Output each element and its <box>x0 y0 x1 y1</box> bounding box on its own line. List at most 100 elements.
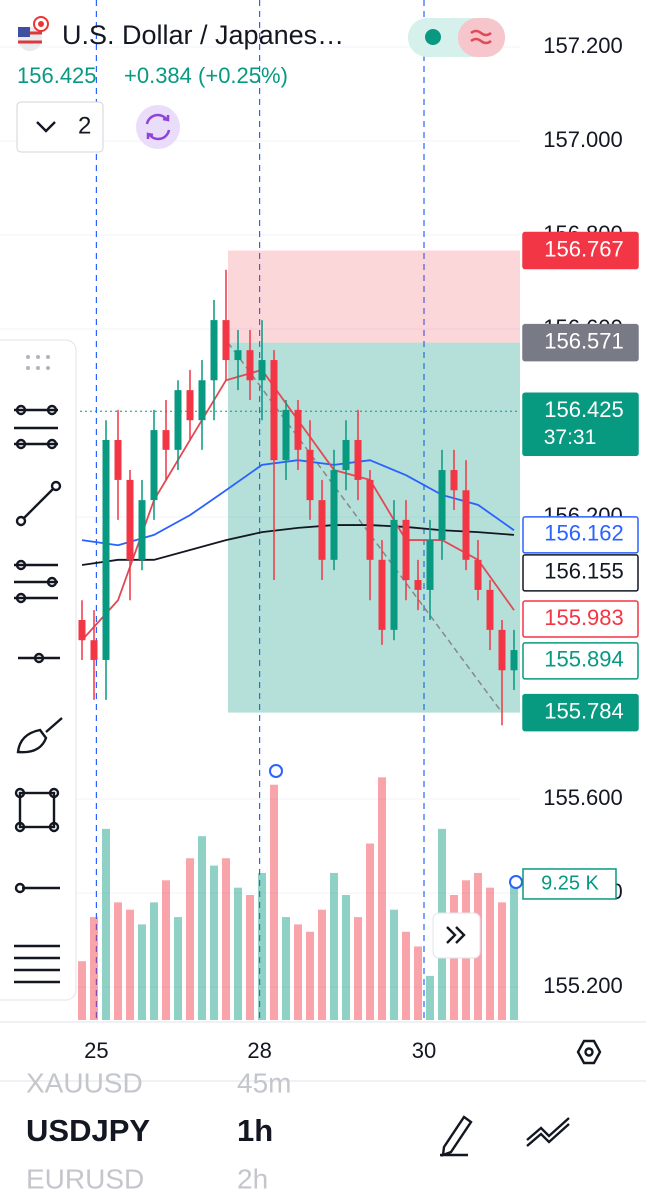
x-tick-label: 30 <box>412 1038 436 1063</box>
candle-body <box>402 519 410 581</box>
price-tag <box>522 323 639 362</box>
volume-bar <box>186 858 194 1020</box>
price-tag <box>522 516 639 554</box>
interval-option[interactable]: 45m <box>237 1067 291 1098</box>
chevron <box>36 121 56 133</box>
sync-button[interactable] <box>136 105 180 149</box>
stop-zone <box>228 250 520 343</box>
candle-body <box>486 589 494 630</box>
symbol-picker: XAUUSD 45m USDJPY 1h EURUSD 2h <box>26 1067 291 1194</box>
interval-option[interactable]: 2h <box>237 1163 268 1194</box>
scroll-to-latest[interactable] <box>432 912 481 959</box>
candle-body <box>282 409 290 461</box>
price-tag <box>522 554 639 592</box>
position-path <box>227 342 503 714</box>
volume-bar <box>174 917 182 1020</box>
toolbar-panel <box>0 339 77 1001</box>
flag-badge <box>38 21 44 27</box>
volume-bar <box>366 843 374 1020</box>
more-tools[interactable] <box>14 944 60 984</box>
candle-body <box>390 519 398 630</box>
volume-bar <box>318 909 326 1020</box>
price-tag <box>522 392 639 457</box>
symbol-option[interactable]: EURUSD <box>26 1163 144 1194</box>
volume-bar <box>270 784 278 1020</box>
candle-body <box>186 390 194 421</box>
candle-body <box>78 619 86 641</box>
volume-bar <box>294 924 302 1020</box>
volume-bar <box>390 909 398 1020</box>
horizontal-ray-tool[interactable] <box>14 882 60 894</box>
volume-bar <box>282 917 290 1020</box>
y-tick-label: 155.600 <box>543 785 623 810</box>
bar-countdown: 37:31 <box>544 426 597 449</box>
price-tag-label: 155.784 <box>544 698 624 723</box>
rectangle-tool[interactable] <box>14 787 60 833</box>
y-tick-label: 157.200 <box>543 33 623 58</box>
volume-tag-label: 9.25 K <box>541 872 599 894</box>
volume-bar <box>234 887 242 1020</box>
pitchfork-tool[interactable] <box>14 559 58 604</box>
candle-body <box>90 640 98 660</box>
candle-body <box>138 500 146 560</box>
draw-button[interactable] <box>440 1115 473 1157</box>
market-open-dot <box>425 29 441 45</box>
event-marker[interactable] <box>269 764 283 778</box>
x-tick-label: 25 <box>84 1038 108 1063</box>
volume-bar <box>222 858 230 1020</box>
volume-bar <box>402 931 410 1020</box>
volume-bar <box>378 777 386 1020</box>
wave-icon <box>470 29 492 45</box>
fib-tool[interactable] <box>14 404 58 450</box>
price-tag <box>522 600 639 638</box>
volume-bar <box>414 946 422 1020</box>
candle-body <box>174 390 182 450</box>
candle-body <box>294 409 302 450</box>
candle-body <box>210 320 218 381</box>
price-change: +0.384 (+0.25%) <box>124 63 288 88</box>
symbol-option[interactable]: XAUUSD <box>26 1067 143 1098</box>
candle-body <box>234 350 242 361</box>
candle-body <box>258 360 266 381</box>
trend-line-tool[interactable] <box>15 480 62 527</box>
volume-bar <box>486 887 494 1020</box>
volume-bar <box>510 883 518 1020</box>
status-pill-right[interactable] <box>458 18 505 57</box>
plot <box>0 0 520 1020</box>
interval-option[interactable]: 1h <box>237 1113 273 1148</box>
brush-tool[interactable] <box>16 717 63 754</box>
candle-body <box>378 559 386 630</box>
y-tick-label: 155.200 <box>543 973 623 998</box>
scroll-icon <box>446 926 466 944</box>
price-tag-label: 155.894 <box>544 647 624 672</box>
candle-body <box>426 540 434 590</box>
y-tick-label: 157.000 <box>543 127 623 152</box>
indicators-button[interactable] <box>526 1117 570 1147</box>
candle-body <box>474 559 482 590</box>
price-tag-label: 156.162 <box>544 521 624 546</box>
event-marker[interactable] <box>509 875 523 889</box>
volume-bar <box>342 895 350 1020</box>
layout-dropdown[interactable] <box>16 101 104 153</box>
volume-bar <box>306 931 314 1020</box>
price-tag <box>522 693 639 732</box>
volume-bar <box>258 872 266 1020</box>
settings-icon <box>584 1047 594 1057</box>
candle-body <box>126 479 134 560</box>
volume-bar <box>78 961 86 1020</box>
symbol-title[interactable]: U.S. Dollar / Japanes… <box>62 20 344 50</box>
candle-body <box>318 500 326 560</box>
price-line-tool[interactable] <box>18 652 60 664</box>
price-tag-label: 156.571 <box>544 328 624 353</box>
volume-bar <box>246 895 254 1020</box>
symbol-option[interactable]: USDJPY <box>26 1113 150 1148</box>
candle-body <box>198 380 206 421</box>
volume-bar <box>90 917 98 1020</box>
volume-bar <box>354 917 362 1020</box>
price-tag-label: 156.155 <box>544 559 624 584</box>
candle-body <box>114 439 122 480</box>
volume-bar <box>150 902 158 1020</box>
settings-button[interactable] <box>576 1039 602 1065</box>
candle-body <box>162 430 170 450</box>
volume-bar <box>102 828 110 1020</box>
